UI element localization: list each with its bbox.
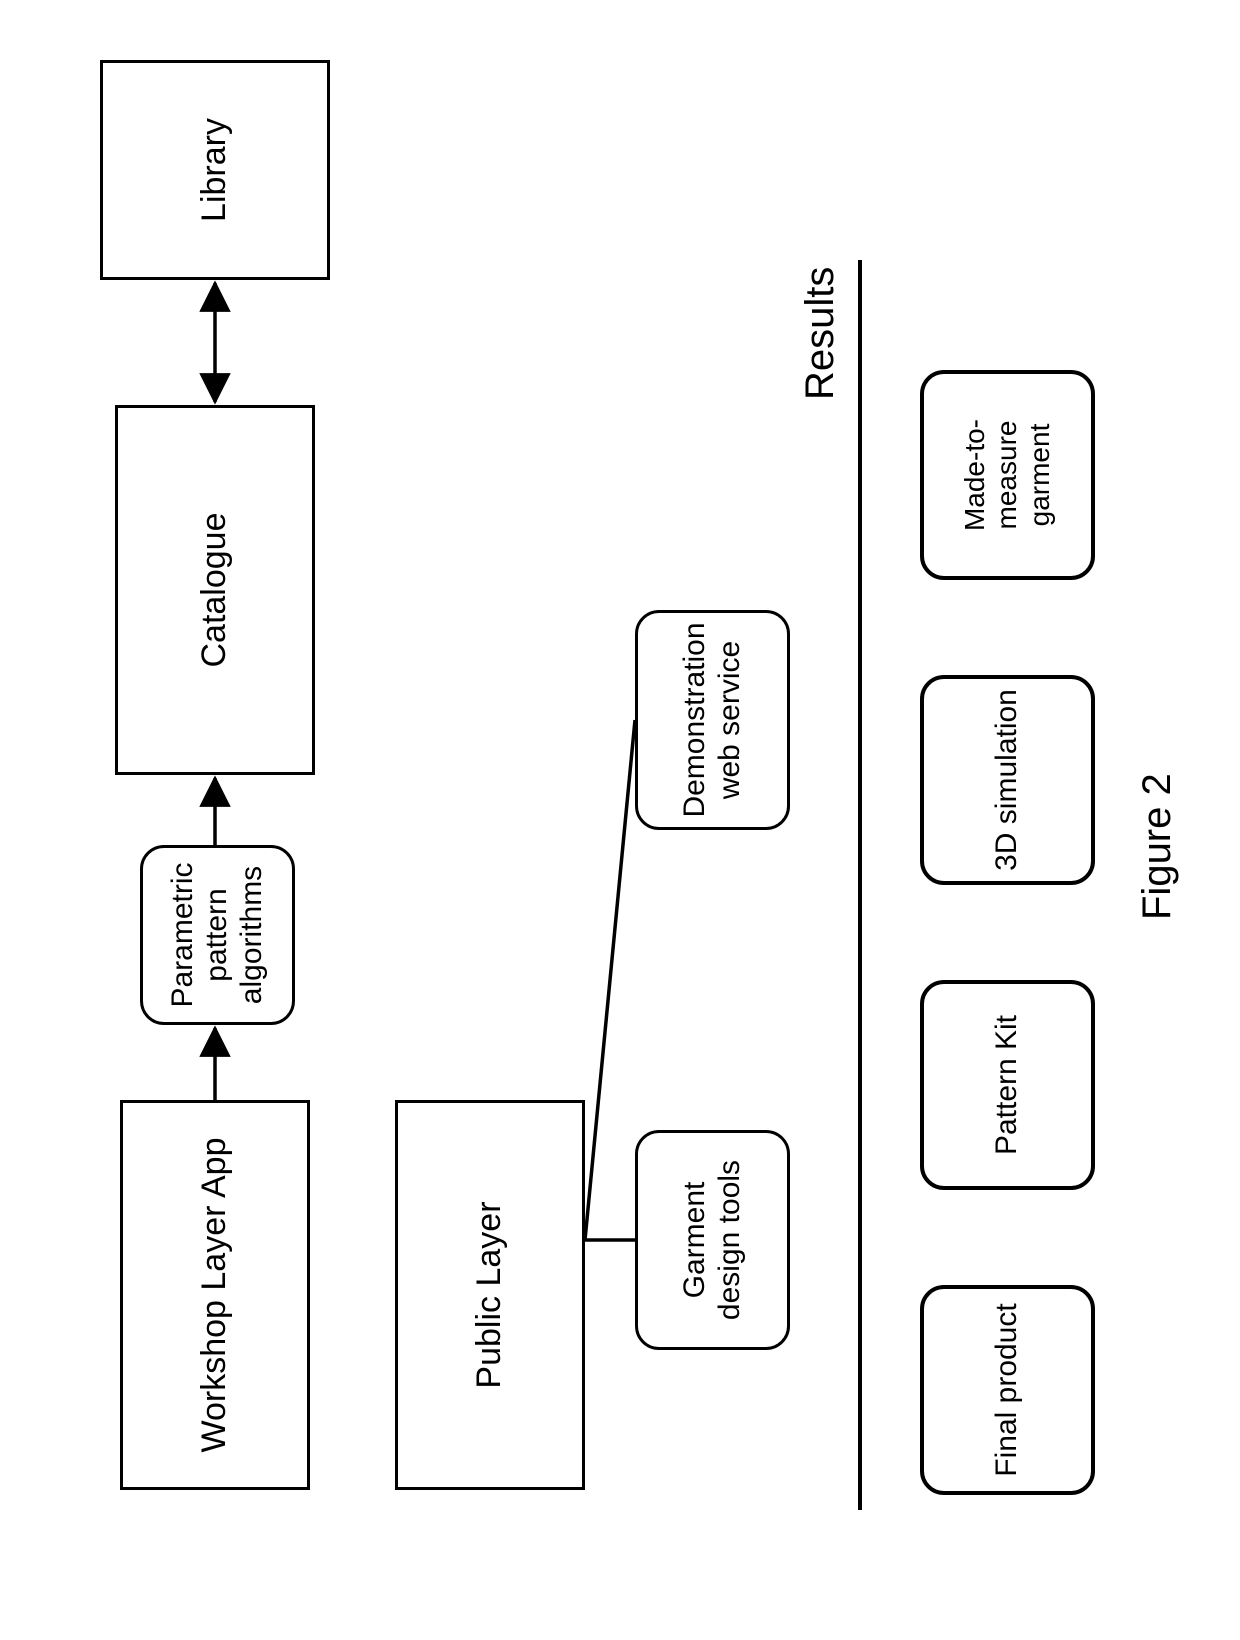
figure-caption: Figure 2 <box>1135 773 1180 920</box>
node-label: Catalogue <box>195 513 234 668</box>
node-label: Demonstration web service <box>678 621 747 819</box>
node-label: Garment design tools <box>678 1141 747 1339</box>
node-library: Library <box>100 60 330 280</box>
node-public: Public Layer <box>395 1100 585 1490</box>
node-label: Pattern Kit <box>990 1015 1025 1155</box>
node-label: Made-to-measure garment <box>959 382 1056 568</box>
node-label: 3D simulation <box>990 689 1025 871</box>
node-parametric: Parametric pattern algorithms <box>140 845 295 1025</box>
node-sim3d: 3D simulation <box>920 675 1095 885</box>
figure-caption-text: Figure 2 <box>1135 773 1179 920</box>
canvas: Workshop Layer App Parametric pattern al… <box>50 50 1190 1590</box>
edge-public-demo <box>585 720 635 1240</box>
node-label: Workshop Layer App <box>195 1138 234 1453</box>
node-label: Public Layer <box>470 1201 509 1388</box>
node-final: Final product <box>920 1285 1095 1495</box>
node-garment: Garment design tools <box>635 1130 790 1350</box>
results-label: Results <box>798 267 843 400</box>
node-label: Final product <box>990 1303 1025 1476</box>
node-workshop: Workshop Layer App <box>120 1100 310 1490</box>
node-catalogue: Catalogue <box>115 405 315 775</box>
results-text: Results <box>798 267 842 400</box>
flowchart: Workshop Layer App Parametric pattern al… <box>50 50 1190 1590</box>
node-mtm: Made-to-measure garment <box>920 370 1095 580</box>
node-demo: Demonstration web service <box>635 610 790 830</box>
node-label: Library <box>195 118 234 222</box>
node-patternkit: Pattern Kit <box>920 980 1095 1190</box>
node-label: Parametric pattern algorithms <box>166 856 270 1014</box>
